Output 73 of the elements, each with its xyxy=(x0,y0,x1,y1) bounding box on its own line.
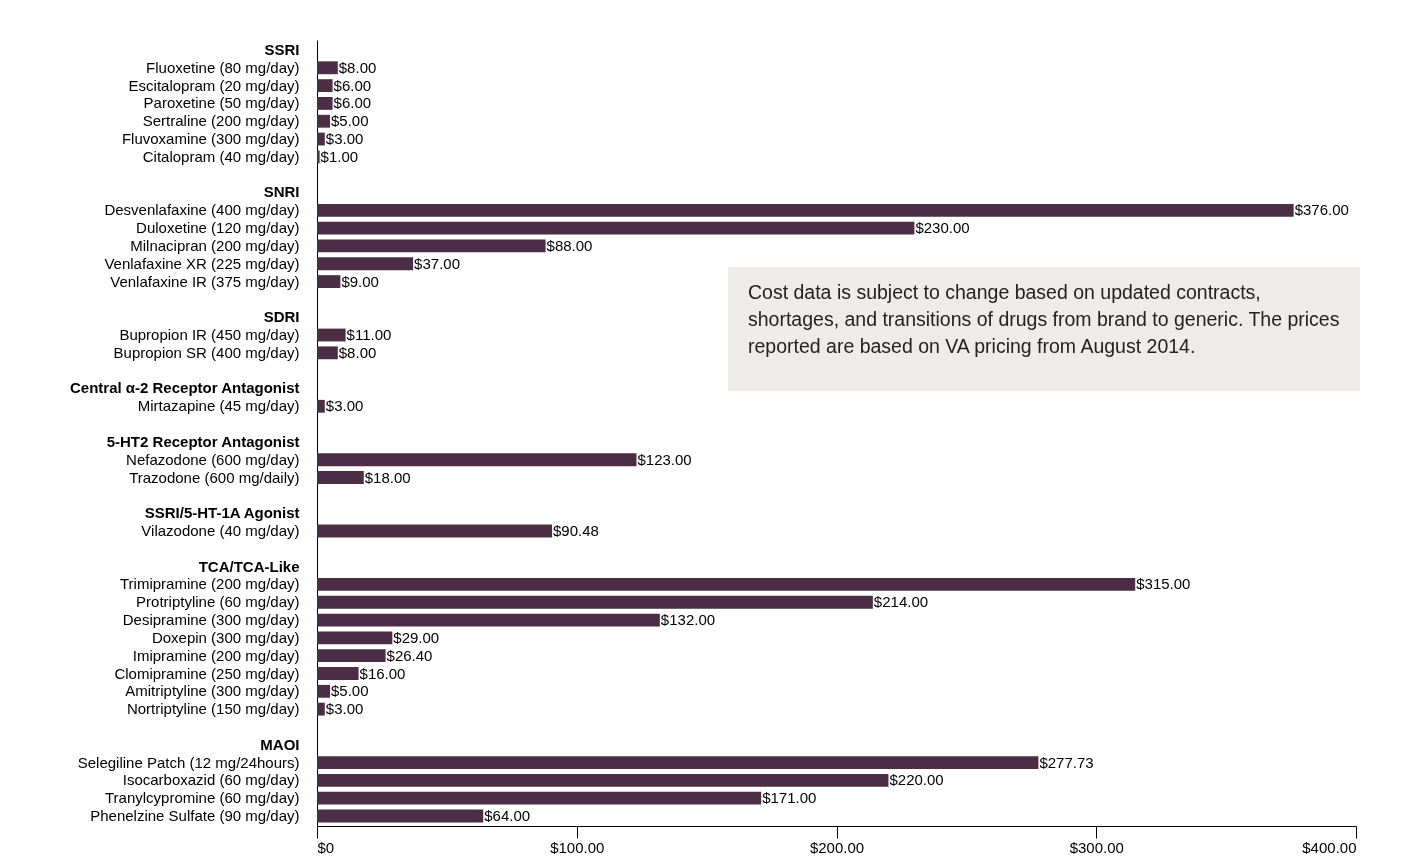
y-tick-label: Amitriptyline (300 mg/day) xyxy=(125,682,300,700)
x-tick-label: $200.00 xyxy=(809,838,865,856)
y-tick-label: Nefazodone (600 mg/day) xyxy=(126,450,300,468)
data-label: $8.00 xyxy=(338,58,377,76)
data-label: $1.00 xyxy=(320,147,359,165)
data-label: $8.00 xyxy=(338,343,377,361)
y-tick-label: 5-HT2 Receptor Antagonist xyxy=(106,432,300,450)
data-label: $64.00 xyxy=(484,807,531,825)
data-label: $90.48 xyxy=(553,521,599,539)
y-tick-label: Duloxetine (120 mg/day) xyxy=(136,219,300,237)
y-tick-label: Bupropion SR (400 mg/day) xyxy=(113,343,300,361)
y-tick-label: Protriptyline (60 mg/day) xyxy=(136,593,300,611)
y-tick-label: Nortriptyline (150 mg/day) xyxy=(126,700,300,718)
data-label: $6.00 xyxy=(333,94,372,112)
y-tick-label: Trazodone (600 mg/daily) xyxy=(129,468,300,486)
y-tick-label: Sertraline (200 mg/day) xyxy=(142,112,300,130)
y-tick-label: Phenelzine Sulfate (90 mg/day) xyxy=(90,807,300,825)
y-tick-label: SNRI xyxy=(263,183,300,201)
y-tick-label: Clomipramine (250 mg/day) xyxy=(114,664,300,682)
data-label: $26.40 xyxy=(386,646,433,664)
data-label: $11.00 xyxy=(346,326,392,344)
y-tick-label: Central α-2 Receptor Antagonist xyxy=(69,379,300,397)
y-tick-label: Citalopram (40 mg/day) xyxy=(142,147,300,165)
y-tick-label: TCA/TCA-Like xyxy=(198,557,300,575)
x-tick-label: $0 xyxy=(317,838,335,856)
y-tick-label: Fluoxetine (80 mg/day) xyxy=(146,58,300,76)
data-label: $171.00 xyxy=(762,789,817,807)
data-label: $376.00 xyxy=(1294,201,1349,219)
y-tick-label: Milnacipran (200 mg/day) xyxy=(130,236,300,254)
data-label: $3.00 xyxy=(325,130,364,148)
data-label: $3.00 xyxy=(325,700,364,718)
data-label: $220.00 xyxy=(889,771,944,789)
y-tick-label: SDRI xyxy=(263,308,300,326)
data-label: $18.00 xyxy=(364,468,411,486)
data-label: $16.00 xyxy=(359,664,406,682)
y-tick-label: Paroxetine (50 mg/day) xyxy=(143,94,300,112)
y-tick-label: SSRI xyxy=(264,40,300,58)
data-label: $230.00 xyxy=(915,219,970,237)
y-tick-label: Mirtazapine (45 mg/day) xyxy=(137,397,300,415)
y-tick-label: MAOI xyxy=(260,735,300,753)
y-tick-label: Trimipramine (200 mg/day) xyxy=(120,575,300,593)
y-tick-label: Venlafaxine XR (225 mg/day) xyxy=(104,254,300,272)
data-label: $88.00 xyxy=(546,236,593,254)
data-label: $9.00 xyxy=(341,272,379,290)
x-tick-label: $100.00 xyxy=(550,838,605,856)
data-label: $214.00 xyxy=(873,593,929,611)
data-label: $277.73 xyxy=(1039,753,1094,771)
x-tick-label: $300.00 xyxy=(1069,838,1124,856)
y-tick-label: Isocarboxazid (60 mg/day) xyxy=(122,771,300,789)
y-tick-label: Venlafaxine IR (375 mg/day) xyxy=(110,272,300,290)
y-tick-label: Selegiline Patch (12 mg/24hours) xyxy=(77,753,300,771)
data-label: $315.00 xyxy=(1136,575,1191,593)
y-tick-label: Fluvoxamine (300 mg/day) xyxy=(121,130,300,148)
data-label: $29.00 xyxy=(393,628,440,646)
y-tick-label: Doxepin (300 mg/day) xyxy=(151,628,300,646)
data-label: $6.00 xyxy=(333,76,372,94)
note-box: Cost data is subject to change based on updated contracts, shortages, and transitions of drugs from brand to generic. The prices reported are based on VA pricing from August 2014. xyxy=(728,267,1360,391)
data-label: $5.00 xyxy=(330,112,369,130)
annotation: Cost data is subject to change based on updated contracts, shortages, and transitions of drugs from brand to generic. The prices reported are based on VA pricing from August 2014. xyxy=(748,280,1340,359)
y-tick-label: Escitalopram (20 mg/day) xyxy=(128,76,300,94)
x-tick-label: $400.00 xyxy=(1302,838,1357,856)
data-label: $37.00 xyxy=(414,254,460,272)
y-tick-label: Vilazodone (40 mg/day) xyxy=(141,521,300,539)
data-label: $132.00 xyxy=(660,611,716,629)
y-tick-label: Desvenlafaxine (400 mg/day) xyxy=(104,201,300,219)
y-tick-label: Desipramine (300 mg/day) xyxy=(122,611,300,629)
data-label: $123.00 xyxy=(637,450,692,468)
y-tick-label: Bupropion IR (450 mg/day) xyxy=(119,326,300,344)
data-label: $3.00 xyxy=(325,397,364,415)
y-tick-label: SSRI/5-HT-1A Agonist xyxy=(144,504,300,522)
y-tick-label: Imipramine (200 mg/day) xyxy=(132,646,300,664)
data-label: $5.00 xyxy=(330,682,369,700)
y-tick-label: Tranylcypromine (60 mg/day) xyxy=(104,789,300,807)
